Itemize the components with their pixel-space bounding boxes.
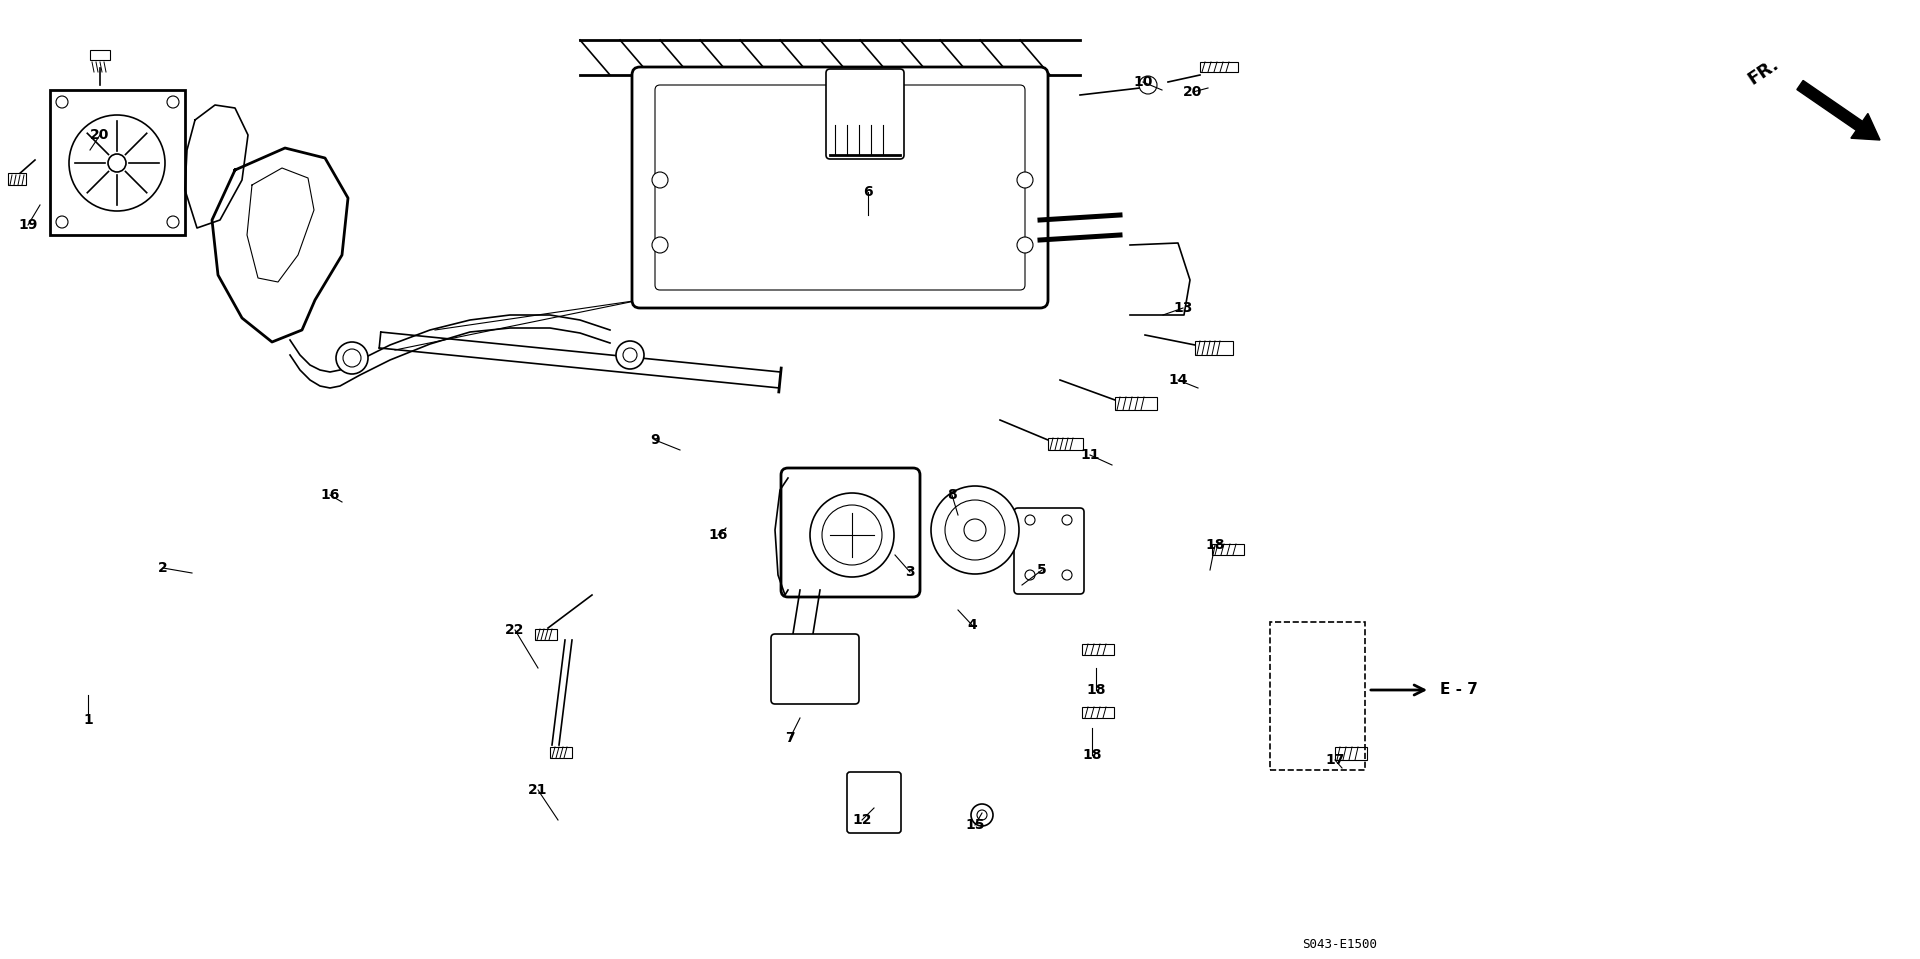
Bar	[1212, 544, 1244, 555]
Circle shape	[972, 804, 993, 826]
Text: S043-E1500: S043-E1500	[1302, 939, 1377, 951]
Text: 3: 3	[904, 565, 914, 579]
Bar	[8, 173, 27, 185]
Circle shape	[167, 96, 179, 108]
Bar	[1116, 397, 1158, 410]
Bar	[1048, 438, 1083, 450]
Text: 18: 18	[1206, 538, 1225, 552]
Text: 1: 1	[83, 713, 92, 727]
Circle shape	[1018, 237, 1033, 253]
FancyBboxPatch shape	[1014, 508, 1085, 594]
Bar	[1200, 62, 1238, 72]
Text: 16: 16	[321, 488, 340, 502]
Text: 2: 2	[157, 561, 167, 575]
FancyBboxPatch shape	[781, 468, 920, 597]
Bar	[50, 90, 184, 235]
Bar	[1194, 341, 1233, 355]
Text: 21: 21	[528, 783, 547, 797]
Text: E - 7: E - 7	[1440, 683, 1478, 697]
Text: FR.: FR.	[1743, 56, 1782, 89]
Text: 12: 12	[852, 813, 872, 827]
FancyArrow shape	[1797, 81, 1880, 140]
Text: 22: 22	[505, 623, 524, 637]
Text: 6: 6	[864, 185, 874, 199]
Text: 19: 19	[19, 218, 38, 232]
Text: 18: 18	[1083, 748, 1102, 762]
Circle shape	[977, 810, 987, 820]
Circle shape	[1025, 515, 1035, 525]
Text: 13: 13	[1173, 301, 1192, 315]
Circle shape	[622, 348, 637, 362]
Text: 16: 16	[708, 528, 728, 542]
Text: 20: 20	[90, 128, 109, 142]
Circle shape	[1062, 570, 1071, 580]
Bar	[1269, 622, 1365, 770]
Text: 18: 18	[1087, 683, 1106, 697]
Circle shape	[810, 493, 895, 577]
Text: 8: 8	[947, 488, 956, 502]
Text: 14: 14	[1167, 373, 1188, 387]
Circle shape	[1025, 570, 1035, 580]
Text: 7: 7	[785, 731, 795, 745]
Bar	[536, 629, 557, 640]
Text: 15: 15	[966, 818, 985, 832]
FancyBboxPatch shape	[772, 634, 858, 704]
Bar	[1083, 644, 1114, 655]
Text: 9: 9	[651, 433, 660, 447]
Bar	[90, 50, 109, 60]
Circle shape	[56, 216, 67, 228]
Circle shape	[653, 237, 668, 253]
Text: 5: 5	[1037, 563, 1046, 577]
Text: 11: 11	[1081, 448, 1100, 462]
Circle shape	[167, 216, 179, 228]
FancyBboxPatch shape	[826, 69, 904, 159]
Bar	[549, 747, 572, 758]
Circle shape	[822, 505, 881, 565]
Circle shape	[945, 500, 1004, 560]
Circle shape	[336, 342, 369, 374]
Circle shape	[108, 154, 127, 172]
Circle shape	[69, 115, 165, 211]
Text: 20: 20	[1183, 85, 1202, 99]
Circle shape	[1139, 76, 1158, 94]
Circle shape	[1018, 172, 1033, 188]
Circle shape	[56, 96, 67, 108]
Circle shape	[931, 486, 1020, 574]
Text: 17: 17	[1325, 753, 1344, 767]
Text: 4: 4	[968, 618, 977, 632]
Circle shape	[344, 349, 361, 367]
Circle shape	[964, 519, 987, 541]
Text: 10: 10	[1133, 75, 1152, 89]
Circle shape	[1062, 515, 1071, 525]
FancyBboxPatch shape	[655, 85, 1025, 290]
FancyBboxPatch shape	[632, 67, 1048, 308]
Bar	[1083, 707, 1114, 718]
FancyBboxPatch shape	[847, 772, 900, 833]
Bar	[1334, 747, 1367, 760]
Circle shape	[616, 341, 643, 369]
Circle shape	[653, 172, 668, 188]
